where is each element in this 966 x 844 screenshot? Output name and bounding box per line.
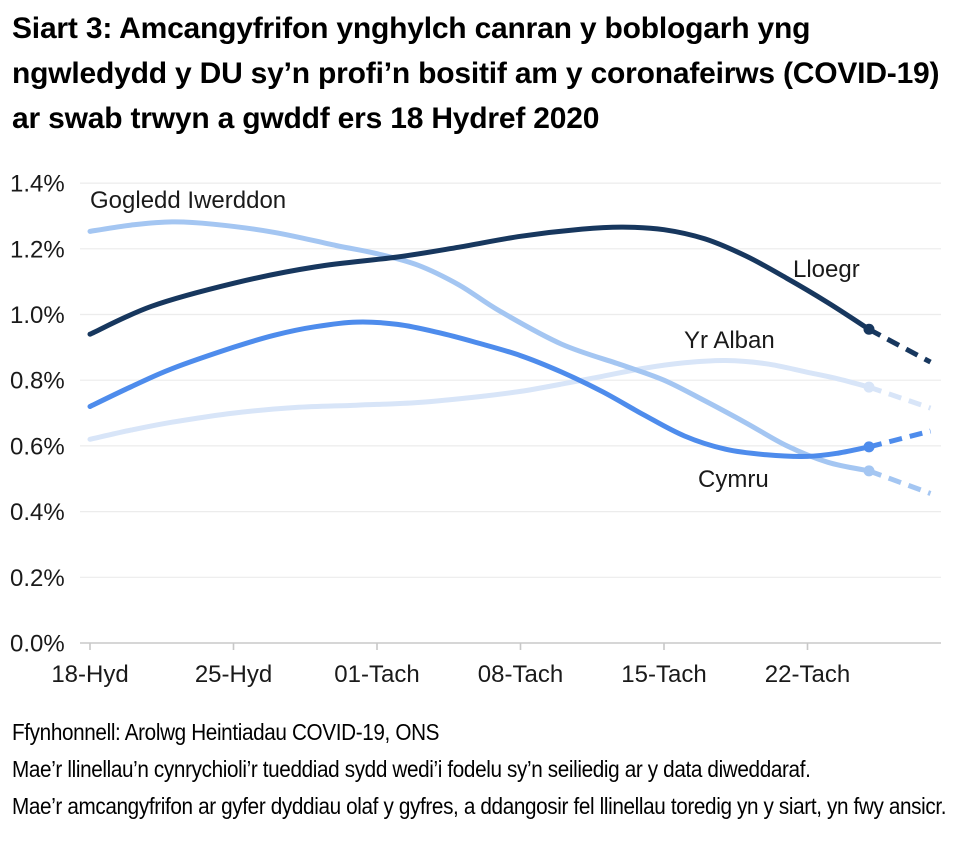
series-line-lloegr — [87, 224, 872, 337]
series-forecast-line-yr-alban — [868, 384, 932, 411]
x-axis-label: 08-Tach — [478, 661, 563, 688]
x-axis-label: 01-Tach — [334, 661, 419, 688]
series-endpoint-marker-gogledd-iwerddon — [863, 465, 875, 477]
y-axis-label: 0.2% — [10, 565, 65, 592]
x-axis-label: 15-Tach — [621, 661, 706, 688]
series-label-cymru: Cymru — [698, 466, 769, 493]
x-axis-label: 22-Tach — [765, 661, 850, 688]
series-endpoint-marker-yr-alban — [863, 381, 875, 393]
series-line-cymru — [87, 319, 872, 459]
line-chart: 0.0% 0.2% 0.4% 0.6% 0.8% 1.0% 1.2% 1.4% 18-Hyd 25… — [10, 171, 941, 688]
y-axis-label: 1.2% — [10, 236, 65, 263]
y-axis-label: 0.6% — [10, 433, 65, 460]
x-axis-label: 25-Hyd — [195, 661, 272, 688]
y-axis-label: 0.0% — [10, 631, 65, 658]
y-axis-label: 0.8% — [10, 368, 65, 395]
chart-title: Siart 3: Amcangyfrifon ynghylch canran y… — [12, 12, 940, 135]
series-line-gogledd-iwerddon — [87, 219, 872, 474]
chart-footnotes: Ffynhonnell: Arolwg Heintiadau COVID-19,… — [12, 714, 966, 825]
y-axis-label: 1.4% — [10, 171, 65, 198]
series-label-gogledd-iwerddon: Gogledd Iwerddon — [90, 187, 286, 214]
series-forecast-line-cymru — [868, 428, 932, 450]
series-endpoint-marker-cymru — [863, 441, 875, 453]
y-axis-label: 1.0% — [10, 302, 65, 329]
series-label-yr-alban: Yr Alban — [684, 327, 775, 354]
series-label-lloegr: Lloegr — [793, 256, 860, 283]
series-endpoint-marker-lloegr — [863, 323, 875, 335]
series-forecast-line-lloegr — [867, 327, 932, 365]
y-axis-label: 0.4% — [10, 499, 65, 526]
source-note: Ffynhonnell: Arolwg Heintiadau COVID-19,… — [12, 719, 440, 745]
x-axis-label: 18-Hyd — [51, 661, 128, 688]
model-note: Mae’r llinellau’n cynrychioli’r tueddiad… — [12, 756, 811, 782]
series-forecast-line-gogledd-iwerddon — [868, 468, 932, 496]
series-line-yr-alban — [87, 357, 872, 442]
uncertainty-note: Mae’r amcangyfrifon ar gyfer dyddiau ola… — [12, 793, 947, 819]
